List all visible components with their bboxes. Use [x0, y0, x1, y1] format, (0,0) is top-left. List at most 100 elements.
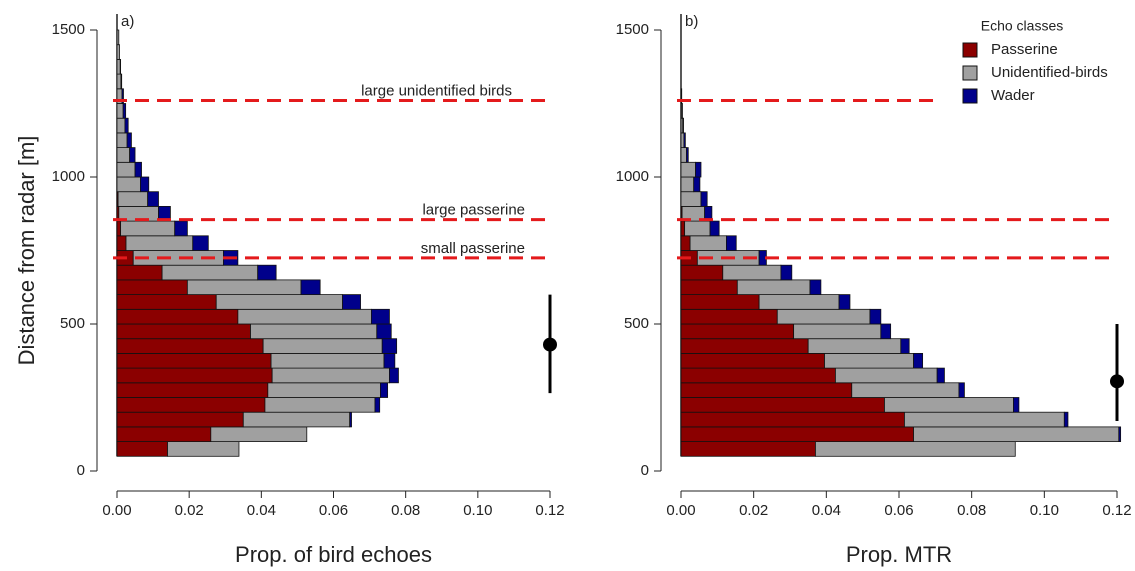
bar-segment: [267, 382, 381, 398]
y-tick-label: 500: [60, 315, 85, 332]
bar-segment: [776, 308, 871, 325]
bar-segment: [116, 29, 120, 46]
bar-segment: [116, 338, 264, 354]
bar-segment: [129, 147, 136, 163]
x-tick-label: 0.12: [535, 502, 564, 519]
bar-segment: [116, 279, 188, 295]
y-tick-label: 0: [641, 462, 649, 479]
x-tick-label: 0.00: [102, 502, 131, 519]
legend-swatch: [962, 65, 978, 81]
legend-label: Wader: [991, 87, 1035, 104]
bar-segment: [116, 308, 239, 325]
bar-segment: [680, 367, 836, 384]
bar-segment: [116, 235, 127, 251]
bar-segment: [722, 264, 782, 281]
bar-segment: [851, 382, 960, 398]
bar-segment: [880, 323, 892, 340]
bar-segment: [242, 411, 351, 428]
bar-segment: [167, 441, 240, 457]
bar-segment: [682, 117, 684, 134]
bar-segment: [116, 220, 122, 237]
bar-segment: [374, 397, 381, 413]
x-tick-label: 0.06: [884, 502, 913, 519]
bar-segment: [780, 264, 793, 281]
panel-label: b): [685, 13, 698, 30]
bar-segment: [683, 132, 686, 148]
bar-segment: [116, 294, 217, 310]
legend-title: Echo classes: [981, 18, 1063, 34]
bar-segment: [116, 352, 272, 369]
bar-segment: [958, 382, 965, 398]
bar-segment: [264, 397, 376, 413]
bar-segment: [838, 294, 851, 310]
bar-segment: [257, 264, 277, 281]
bar-segment: [680, 382, 853, 398]
bar-segment: [835, 367, 938, 384]
x-tick-label: 0.08: [391, 502, 420, 519]
bar-segment: [342, 294, 361, 310]
x-axis-title: Prop. of bird echoes: [235, 542, 432, 567]
bar-segment: [758, 294, 840, 310]
bar-segment: [793, 323, 882, 340]
bar-segment: [904, 411, 1065, 428]
bar-segment: [116, 411, 244, 428]
y-tick-label: 1000: [616, 168, 649, 185]
bar-segment: [680, 294, 760, 310]
bar-segment: [116, 73, 122, 90]
bar-segment: [147, 191, 159, 207]
bar-segment: [126, 132, 132, 148]
y-axis-title: Distance from radar [m]: [14, 136, 39, 366]
bar-segment: [680, 352, 825, 369]
x-tick-label: 0.08: [957, 502, 986, 519]
bar-segment: [680, 220, 686, 237]
bar-segment: [210, 426, 308, 442]
bar-segment: [116, 441, 168, 457]
bar-segment: [270, 352, 385, 369]
bar-segment: [680, 176, 695, 193]
bar-segment: [174, 220, 188, 237]
x-tick-label: 0.02: [739, 502, 768, 519]
bar-segment: [116, 264, 163, 281]
y-tick-label: 500: [624, 315, 649, 332]
bar-segment: [913, 352, 924, 369]
bar-segment: [680, 147, 687, 163]
bar-segment: [376, 323, 392, 340]
bar-segment: [900, 338, 910, 354]
bar-segment: [370, 308, 390, 325]
bar-segment: [121, 88, 124, 104]
bar-segment: [680, 161, 696, 178]
bar-segment: [116, 59, 121, 75]
bar-segment: [124, 117, 129, 134]
bar-segment: [192, 235, 209, 251]
bar-segment: [237, 308, 372, 325]
bar-segment: [380, 382, 389, 398]
reference-label: large unidentified birds: [361, 83, 512, 100]
bar-segment: [1118, 426, 1122, 442]
bar-segment: [913, 426, 1120, 442]
median-point: [1110, 374, 1124, 389]
y-tick-label: 0: [77, 462, 85, 479]
bar-segment: [116, 44, 120, 60]
bar-segment: [680, 323, 795, 340]
bar-segment: [117, 191, 149, 207]
bar-segment: [689, 235, 727, 251]
panel-label: a): [121, 13, 134, 30]
bar-segment: [116, 397, 266, 413]
bar-segment: [1063, 411, 1069, 428]
bar-segment: [389, 367, 399, 384]
bar-segment: [250, 323, 378, 340]
bar-segment: [736, 279, 811, 295]
bar-segment: [809, 279, 822, 295]
bar-segment: [383, 352, 396, 369]
bar-segment: [680, 426, 914, 442]
x-tick-label: 0.02: [175, 502, 204, 519]
bar-segment: [116, 161, 136, 178]
bar-segment: [116, 367, 273, 384]
bar-segment: [700, 191, 708, 207]
bar-segment: [680, 441, 816, 457]
bar-segment: [869, 308, 882, 325]
bar-segment: [680, 264, 724, 281]
bar-segment: [116, 132, 128, 148]
